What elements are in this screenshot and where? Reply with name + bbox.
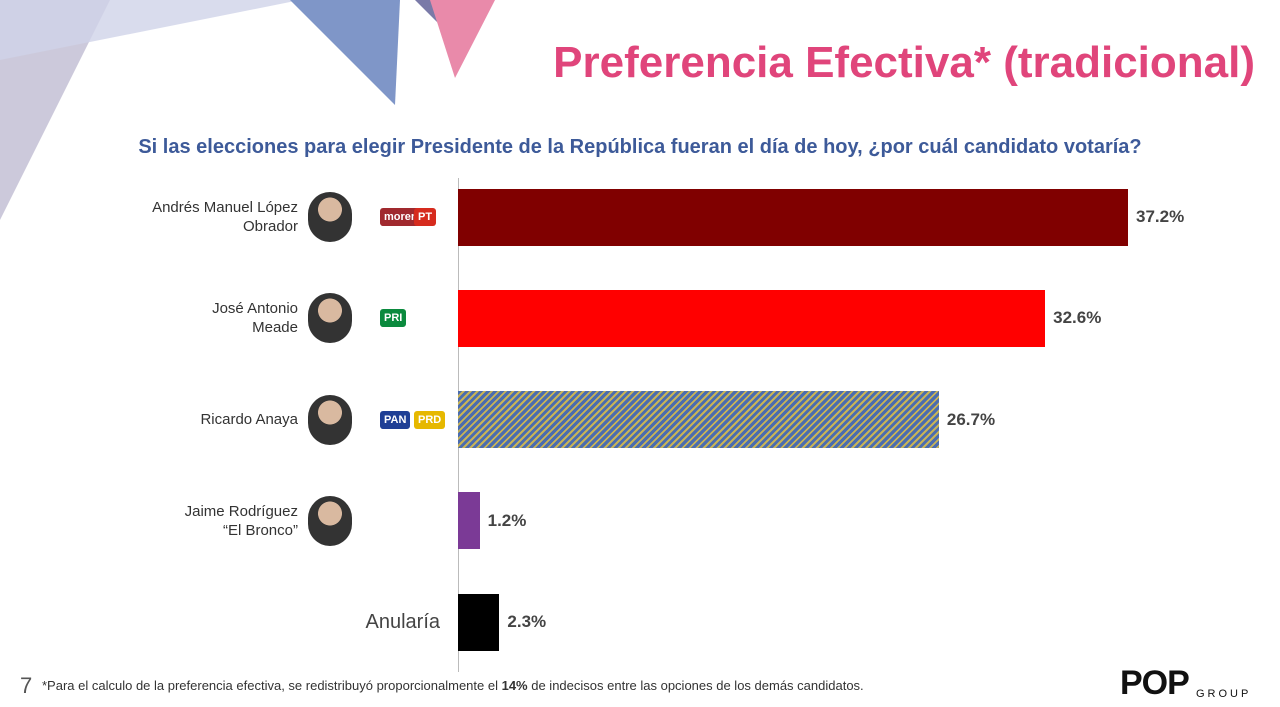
value-label: 2.3%	[507, 612, 547, 632]
title: Preferencia Efectiva* (tradicional)	[553, 38, 1255, 87]
note-bold: 14%	[501, 678, 528, 693]
party-logo: PRD	[414, 410, 446, 429]
value-label: 37.2%	[1136, 207, 1185, 226]
decoration	[0, 0, 495, 220]
candidate-photo	[308, 192, 352, 242]
value-label: 1.2%	[487, 510, 527, 530]
note: de indecisos entre las opciones de los d…	[527, 678, 864, 693]
category-label: José Antonio Meade	[212, 300, 298, 337]
bar	[458, 391, 939, 449]
party-logo: PAN	[380, 410, 411, 429]
party-logo: PRI	[380, 309, 407, 328]
bar	[458, 289, 1046, 347]
category-label: Ricardo Anaya	[200, 411, 298, 429]
logo-sub: GROUP	[1196, 688, 1252, 700]
party-logo: PT	[414, 208, 437, 226]
bar	[458, 593, 500, 651]
category-label: Anularía	[365, 610, 441, 633]
candidate-photo	[308, 293, 352, 344]
page-number: 7	[20, 673, 33, 698]
bar	[458, 492, 480, 550]
category-label: Andrés Manuel López Obrador	[152, 199, 298, 235]
category-label: Jaime Rodríguez “El Bronco”	[184, 502, 298, 539]
subtitle: Si las elecciones para elegir Presidente…	[138, 136, 1142, 158]
value-label: 32.6%	[1053, 308, 1102, 328]
note: *Para el calculo de la preferencia efect…	[42, 678, 502, 693]
bar	[458, 188, 1128, 246]
candidate-photo	[308, 495, 352, 546]
value-label: 26.7%	[946, 409, 996, 429]
footnote: *Para el calculo de la preferencia efect…	[42, 678, 864, 693]
candidate-photo	[308, 394, 352, 445]
logo: POP	[1120, 664, 1190, 702]
